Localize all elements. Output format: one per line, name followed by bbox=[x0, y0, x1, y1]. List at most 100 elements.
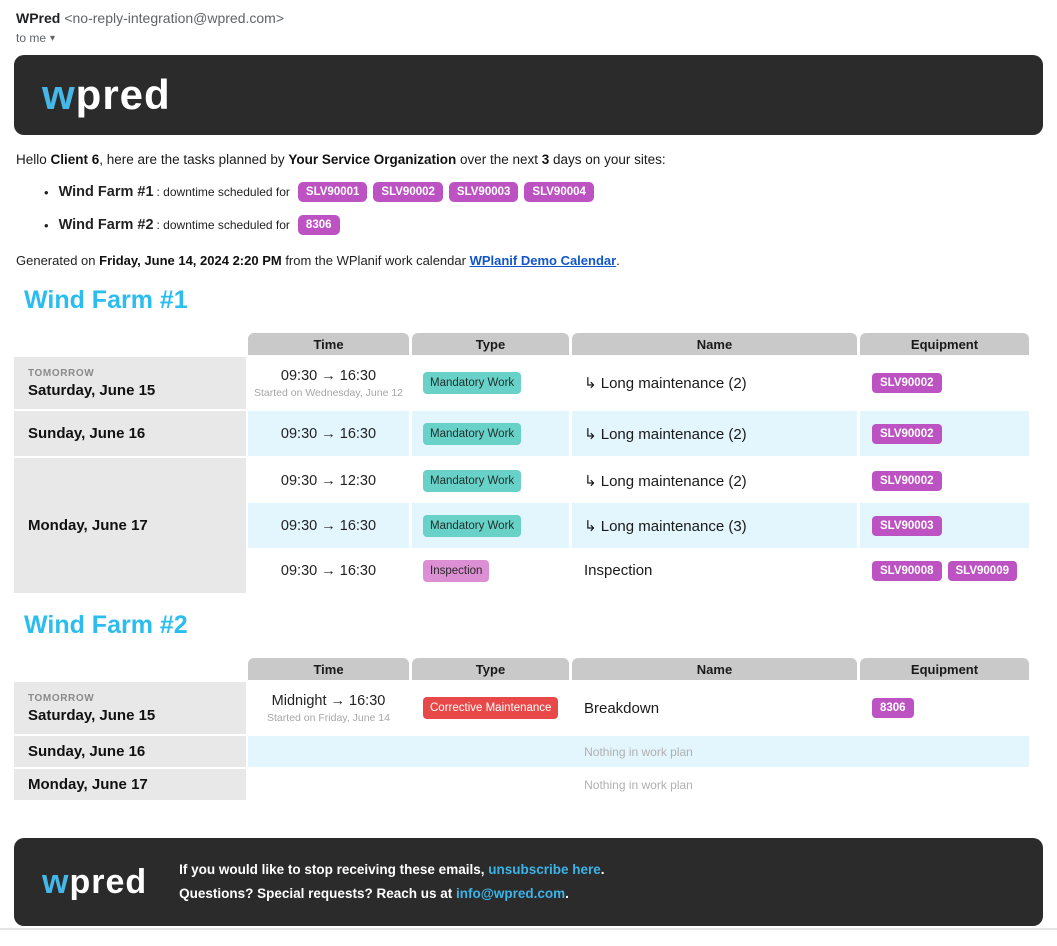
unsubscribe-link[interactable]: unsubscribe here bbox=[488, 862, 601, 878]
service-org-name: Your Service Organization bbox=[288, 152, 457, 167]
day-cell: TOMORROW Saturday, June 15 bbox=[14, 357, 246, 409]
footer-line1-prefix: If you would like to stop receiving thes… bbox=[179, 862, 489, 878]
footer-line1-suffix: . bbox=[600, 862, 605, 878]
equipment-badge: SLV90002 bbox=[872, 373, 942, 393]
greeting-suffix: days on your sites: bbox=[549, 152, 666, 167]
time-range: 09:30 → 16:30 bbox=[280, 367, 377, 384]
equipment-badge: SLV90003 bbox=[448, 182, 519, 202]
day-group: Monday, June 17 Nothing in work plan bbox=[14, 769, 1029, 800]
day-date: Sunday, June 16 bbox=[28, 425, 146, 442]
day-tag: TOMORROW bbox=[28, 367, 95, 379]
equipment-badge: SLV90002 bbox=[373, 182, 443, 202]
entry-row: Nothing in work plan bbox=[248, 769, 1029, 800]
table-header-cell: Equipment bbox=[860, 658, 1029, 680]
greeting-middle: , here are the tasks planned by bbox=[99, 152, 289, 167]
time-cell: 09:30 → 16:30 bbox=[248, 548, 409, 593]
footer-line-2: Questions? Special requests? Reach us at… bbox=[179, 882, 604, 906]
type-cell: Inspection bbox=[412, 548, 569, 593]
day-date: Saturday, June 15 bbox=[28, 706, 156, 724]
type-cell: Mandatory Work bbox=[412, 458, 569, 503]
day-group: TOMORROW Saturday, June 15 Midnight → 16:3… bbox=[14, 682, 1029, 734]
time-cell: 09:30 → 16:30 bbox=[248, 411, 409, 456]
day-cell: Monday, June 17 bbox=[14, 458, 246, 593]
empty-plan-text: Nothing in work plan bbox=[248, 736, 1029, 767]
type-badge: Corrective Maintenance bbox=[423, 697, 559, 719]
equipment-badge: SLV90004 bbox=[524, 182, 594, 202]
generated-prefix: Generated on bbox=[16, 253, 100, 268]
recipient-label: to me bbox=[16, 31, 47, 45]
footer-line2-suffix: . bbox=[565, 886, 569, 901]
wpred-logo: wpred bbox=[42, 74, 171, 116]
table-header-cell: Type bbox=[412, 658, 569, 680]
day-cell: Sunday, June 16 bbox=[14, 736, 246, 767]
day-entries: 09:30 → 16:30 Mandatory Work ↳ Long mainte… bbox=[248, 411, 1029, 456]
table-header-cell: Time bbox=[248, 658, 409, 680]
generated-line: Generated on Friday, June 14, 2024 2:20 … bbox=[16, 253, 1041, 268]
day-cell: Monday, June 17 bbox=[14, 769, 246, 800]
logo-rest: pred bbox=[75, 71, 171, 118]
summary-item: • Wind Farm #2: downtime scheduled for 830… bbox=[44, 213, 1043, 237]
type-cell: Corrective Maintenance bbox=[412, 682, 569, 734]
greeting-prefix: Hello bbox=[16, 152, 51, 167]
footer-text: If you would like to stop receiving thes… bbox=[179, 858, 604, 905]
contact-email-link[interactable]: info@wpred.com bbox=[455, 886, 566, 901]
time-range: Midnight → 16:30 bbox=[271, 692, 386, 709]
equipment-cell: SLV90003 bbox=[860, 503, 1029, 548]
equipment-badge: SLV90008 bbox=[872, 560, 942, 581]
summary-site-name: Wind Farm #2 bbox=[58, 217, 154, 233]
day-date: Saturday, June 15 bbox=[28, 381, 156, 399]
day-group: Sunday, June 16 Nothing in work plan bbox=[14, 736, 1029, 767]
equipment-cell: SLV90002 bbox=[860, 411, 1029, 456]
type-cell: Mandatory Work bbox=[412, 357, 569, 409]
calendar-table: Time Type Name Equipment TOMORROW Saturday, J… bbox=[14, 658, 1029, 800]
time-range: 09:30 → 16:30 bbox=[280, 562, 377, 579]
type-badge: Mandatory Work bbox=[423, 372, 522, 394]
equipment-badge: SLV90009 bbox=[947, 560, 1017, 581]
calendar-link[interactable]: WPlanif Demo Calendar bbox=[469, 253, 617, 268]
email-divider bbox=[0, 928, 1057, 930]
name-cell: ↳ Long maintenance (3) bbox=[572, 503, 857, 548]
calendar-table: Time Type Name Equipment TOMORROW Saturday, J… bbox=[14, 333, 1029, 593]
sender-name: WPred bbox=[16, 10, 61, 26]
type-cell: Mandatory Work bbox=[412, 503, 569, 548]
recipient-dropdown[interactable]: to me ▾ bbox=[16, 31, 55, 45]
name-cell: ↳ Long maintenance (2) bbox=[572, 357, 857, 409]
type-badge: Mandatory Work bbox=[423, 422, 522, 445]
farm-section: Wind Farm #2 Time Type Name Equipment TOMORRO… bbox=[14, 611, 1043, 800]
footer-line-1: If you would like to stop receiving thes… bbox=[179, 858, 604, 882]
generated-middle: from the WPlanif work calendar bbox=[281, 253, 470, 268]
name-cell: Breakdown bbox=[572, 682, 857, 734]
entry-row: 09:30 → 16:30 Mandatory Work ↳ Long mainte… bbox=[248, 503, 1029, 548]
type-cell: Mandatory Work bbox=[412, 411, 569, 456]
time-range: 09:30 → 16:30 bbox=[280, 425, 377, 442]
type-badge: Mandatory Work bbox=[423, 514, 522, 537]
table-header-cell: Type bbox=[412, 333, 569, 355]
email-footer: wpred If you would like to stop receivin… bbox=[14, 838, 1043, 926]
day-tag: TOMORROW bbox=[28, 692, 95, 704]
summary-site-name: Wind Farm #1 bbox=[58, 184, 154, 200]
day-cell: TOMORROW Saturday, June 15 bbox=[14, 682, 246, 734]
time-cell: 09:30 → 16:30 bbox=[248, 503, 409, 548]
logo-w: w bbox=[42, 71, 76, 118]
wpred-footer-logo: wpred bbox=[42, 865, 147, 899]
type-badge: Mandatory Work bbox=[423, 469, 522, 492]
section-title: Wind Farm #1 bbox=[24, 286, 188, 314]
sender-email: <no-reply-integration@wpred.com> bbox=[64, 10, 284, 26]
entry-row: 09:30 → 16:30 Mandatory Work ↳ Long mainte… bbox=[248, 411, 1029, 456]
entry-row: 09:30 → 16:30 Inspection Inspection SLV9000… bbox=[248, 548, 1029, 593]
days-count: 3 bbox=[541, 152, 550, 167]
entry-row: 09:30 → 16:30 Started on Wednesday, June … bbox=[248, 357, 1029, 409]
day-entries: Nothing in work plan bbox=[248, 769, 1029, 800]
footer-line2-prefix: Questions? Special requests? Reach us at bbox=[179, 886, 456, 901]
table-header-row: Time Type Name Equipment bbox=[248, 658, 1029, 680]
farm-sections: Wind Farm #1 Time Type Name Equipment TOMORRO… bbox=[14, 286, 1043, 800]
equipment-badge: SLV90002 bbox=[872, 470, 942, 491]
summary-text: : downtime scheduled for bbox=[156, 185, 290, 199]
entry-row: 09:30 → 12:30 Mandatory Work ↳ Long mainte… bbox=[248, 458, 1029, 503]
time-range: 09:30 → 16:30 bbox=[280, 517, 377, 534]
summary-item: • Wind Farm #1: downtime scheduled for SLV… bbox=[44, 180, 1043, 204]
day-group: Monday, June 17 09:30 → 12:30 Mandatory Wo… bbox=[14, 458, 1029, 593]
logo-rest: pred bbox=[69, 863, 148, 901]
equipment-cell: SLV90002 bbox=[860, 357, 1029, 409]
